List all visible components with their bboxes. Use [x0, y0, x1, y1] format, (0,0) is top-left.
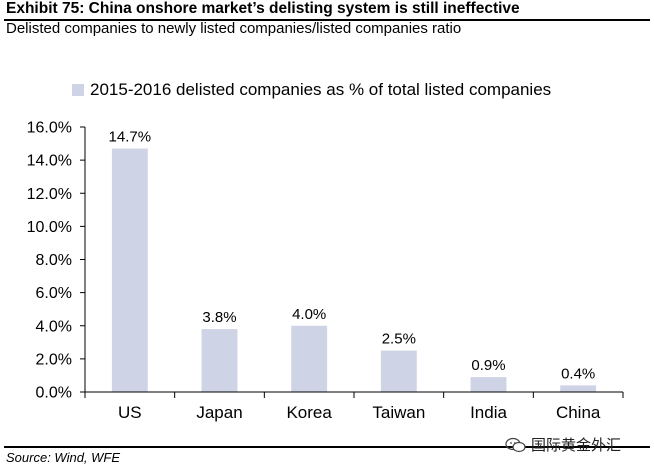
data-label-india: 0.9% [471, 357, 505, 374]
y-tick-label: 0.0% [36, 385, 72, 402]
x-tick-label-us: US [118, 403, 142, 422]
title-divider [4, 19, 650, 21]
data-label-japan: 3.8% [202, 309, 236, 326]
source-note: Source: Wind, WFE [6, 450, 121, 465]
source-divider [4, 446, 650, 448]
x-tick-label-japan: Japan [196, 403, 242, 422]
legend-label: 2015-2016 delisted companies as % of tot… [90, 80, 552, 99]
chart-subtitle: Delisted companies to newly listed compa… [6, 20, 462, 37]
chart-title: Exhibit 75: China onshore market’s delis… [6, 0, 520, 17]
x-tick-label-india: India [470, 403, 507, 422]
y-tick-label: 2.0% [36, 351, 72, 368]
data-label-china: 0.4% [561, 365, 595, 382]
bar-us [111, 148, 148, 392]
y-tick-label: 10.0% [27, 219, 72, 236]
bar-china [560, 385, 597, 392]
y-tick-label: 14.0% [27, 153, 72, 170]
chart-legend: 2015-2016 delisted companies as % of tot… [72, 80, 551, 100]
y-tick-label: 16.0% [27, 120, 72, 137]
y-tick-label: 12.0% [27, 186, 72, 203]
bar-korea [291, 325, 328, 392]
bar-india [470, 377, 507, 392]
wechat-icon [505, 437, 526, 452]
data-label-korea: 4.0% [292, 306, 326, 323]
x-tick-label-taiwan: Taiwan [372, 403, 425, 422]
y-tick-label: 4.0% [36, 318, 72, 335]
y-tick-label: 6.0% [36, 285, 72, 302]
watermark-text: 国际黄金外汇 [531, 437, 622, 454]
data-label-us: 14.7% [109, 129, 152, 146]
x-tick-label-korea: Korea [286, 403, 332, 422]
x-tick-label-china: China [556, 403, 601, 422]
legend-swatch [72, 84, 84, 96]
data-label-taiwan: 2.5% [382, 331, 416, 348]
bar-taiwan [380, 350, 417, 392]
bar-japan [201, 329, 238, 392]
watermark: 国际黄金外汇 [505, 434, 621, 455]
y-tick-label: 8.0% [36, 252, 72, 269]
